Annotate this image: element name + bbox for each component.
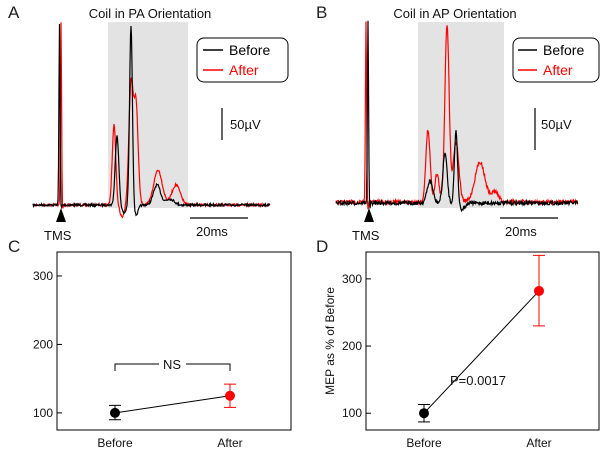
x-tick-label: After (217, 436, 242, 450)
time-scale-label: 20ms (505, 224, 537, 239)
x-tick-label: After (526, 436, 551, 450)
legend-after-label: After (543, 62, 573, 78)
amplitude-scale-label: 50µV (541, 117, 572, 132)
panel-b-letter: B (316, 3, 327, 22)
y-tick-label: 100 (342, 406, 362, 420)
panel-d-letter: D (316, 237, 328, 256)
data-point-after (225, 390, 235, 401)
legend-box (512, 37, 600, 83)
response-window-shade (418, 22, 504, 208)
panel-b: B Coil in AP Orientation Before After 50… (316, 3, 600, 243)
p-value-label: P=0.0017 (450, 373, 506, 388)
trace-before (335, 20, 579, 213)
panel-c-letter: C (8, 237, 20, 256)
tms-label: TMS (352, 228, 380, 243)
x-axis-labels: Before After (97, 436, 242, 450)
plot-frame (56, 251, 292, 431)
tms-marker-icon (56, 208, 66, 222)
y-tick-label: 200 (342, 339, 362, 353)
panel-a-title: Coil in PA Orientation (89, 6, 212, 21)
y-tick-label: 300 (33, 269, 53, 283)
y-tick-label: 200 (33, 337, 53, 351)
y-axis-label: MEP as % of Before (323, 287, 337, 395)
panel-c: C 100 200 300 Before After NS (8, 237, 292, 450)
legend-before-label: Before (229, 42, 270, 58)
x-axis-labels: Before After (406, 436, 551, 450)
panel-a-letter: A (8, 3, 20, 22)
significance-bracket-left (114, 363, 159, 371)
tms-label: TMS (44, 228, 72, 243)
amplitude-scale-label: 50µV (230, 117, 261, 132)
series-line (114, 395, 231, 414)
y-axis-ticks: 100 200 300 (33, 269, 62, 420)
data-point-after (534, 285, 544, 296)
series-line (423, 290, 540, 414)
x-tick-label: Before (406, 436, 442, 450)
significance-label: NS (163, 357, 181, 372)
panel-a: A Coil in PA Orientation Before After 50… (8, 3, 289, 243)
y-axis-ticks: 100 200 300 (342, 272, 371, 420)
legend-box (196, 37, 289, 83)
legend-after-label: After (229, 62, 259, 78)
panel-d: D MEP as % of Before 100 200 300 Before Aft… (316, 237, 600, 450)
data-point-before (110, 407, 120, 418)
plot-frame (365, 251, 600, 431)
y-tick-label: 300 (342, 272, 362, 286)
y-tick-label: 100 (33, 406, 53, 420)
data-marks (418, 254, 545, 423)
tms-marker-icon (364, 208, 374, 222)
response-window-shade (108, 22, 188, 208)
trace-before (32, 23, 271, 217)
data-point-before (419, 408, 429, 419)
significance-bracket-right (186, 363, 231, 371)
time-scale-label: 20ms (196, 224, 228, 239)
legend-before-label: Before (543, 42, 584, 58)
data-marks (109, 383, 236, 421)
x-tick-label: Before (97, 436, 133, 450)
panel-b-title: Coil in AP Orientation (393, 6, 516, 21)
